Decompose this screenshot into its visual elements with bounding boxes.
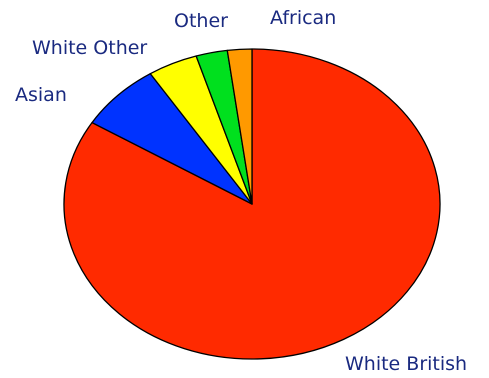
pie-label-other: Other — [174, 10, 228, 32]
pie-slice-african — [226, 48, 253, 205]
pie-label-african: African — [270, 7, 336, 29]
pie-label-white-other: White Other — [32, 37, 147, 59]
pie-label-asian: Asian — [15, 84, 67, 106]
pie-label-white-british: White British — [345, 353, 467, 375]
pie-slices — [63, 48, 441, 360]
pie-labels: White British Asian White Other Other Africa… — [15, 7, 467, 375]
